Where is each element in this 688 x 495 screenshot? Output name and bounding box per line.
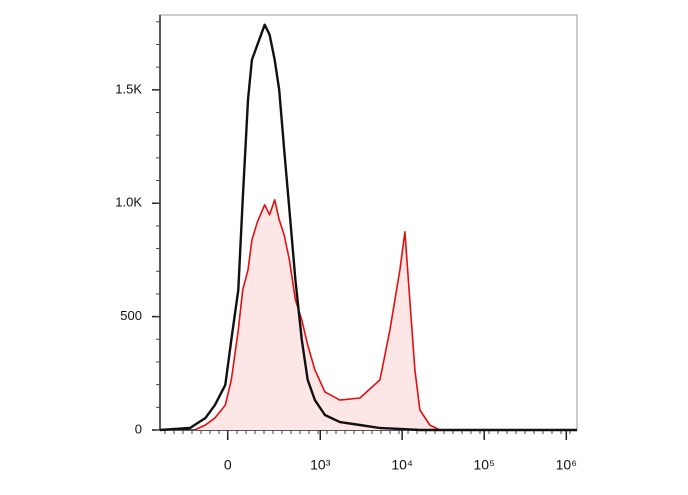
area-fill: [194, 199, 440, 430]
x-tick-label: 0: [224, 457, 232, 473]
histogram-line: [194, 199, 441, 431]
y-tick-label: 500: [120, 308, 142, 323]
x-tick-label: 10⁴: [391, 457, 413, 473]
y-tick-label: 0: [135, 421, 142, 436]
x-tick-label: 10⁶: [556, 457, 577, 473]
y-tick-label: 1.5K: [115, 81, 142, 96]
y-tick-label: 1.0K: [115, 195, 142, 210]
x-tick-label: 10³: [310, 457, 331, 473]
x-tick-label: 10⁵: [474, 457, 495, 473]
plot-frame: [159, 14, 578, 431]
histogram-line: [159, 23, 577, 432]
